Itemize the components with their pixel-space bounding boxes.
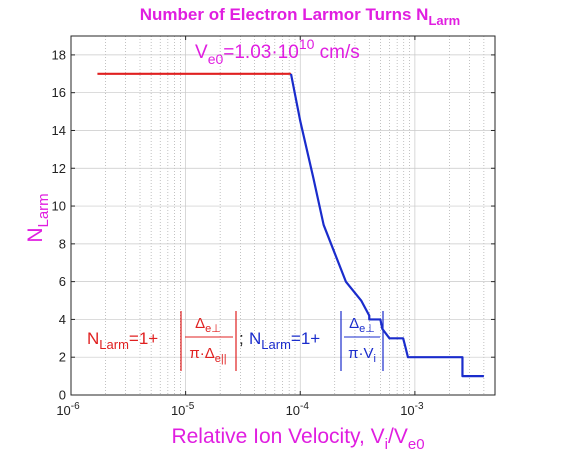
x-tick-label-base: 10	[400, 403, 414, 418]
formula-red-nsub: Larm	[99, 337, 129, 352]
y-tick-label: 10	[52, 199, 66, 214]
axis-ticks	[70, 36, 495, 396]
formula-red-denominator: π·Δe||	[189, 345, 226, 365]
x-tick-label-base: 10	[56, 403, 70, 418]
x-tick-label-exponent: -4	[300, 401, 309, 412]
chart-title-main: Number of Electron Larmor Turns N	[140, 5, 429, 24]
x-tick-label: 10-4	[286, 401, 310, 418]
velocity-sub: e0	[208, 51, 224, 67]
formula-red-den-sub: e||	[215, 353, 227, 365]
velocity-eq: =1.03·10	[223, 42, 299, 63]
y-tick-label: 4	[59, 312, 66, 327]
x-tick-label-base: 10	[286, 403, 300, 418]
x-tick-label: 10-5	[171, 401, 195, 418]
x-tick-label: 10-6	[56, 401, 80, 418]
formula-separator: ;	[239, 329, 244, 348]
y-tick-label: 18	[52, 47, 66, 62]
formula-red-eq: =1+	[129, 329, 158, 348]
x-tick-label-base: 10	[171, 403, 185, 418]
formula-blue-denominator: π·Vi	[348, 345, 376, 365]
velocity-base: V	[195, 42, 208, 63]
x-axis-label: Relative Ion Velocity, Vi/Ve0	[171, 425, 424, 453]
y-tick-label: 2	[59, 350, 66, 365]
formula-red-numerator: Δe⊥	[195, 315, 221, 335]
x-tick-label-exponent: -6	[71, 401, 80, 412]
series-line-2	[289, 73, 484, 378]
y-axis-label-main: N	[24, 228, 47, 243]
y-tick-label: 8	[59, 236, 66, 251]
x-tick-label-exponent: -5	[185, 401, 194, 412]
velocity-annotation: Ve0=1.03·1010 cm/s	[195, 36, 360, 67]
x-axis-label-mid: /V	[388, 425, 408, 448]
formula-blue-numerator: Δe⊥	[349, 315, 375, 335]
formula-blue-den-sub: i	[373, 353, 375, 365]
y-tick-label: 14	[52, 123, 66, 138]
chart-title-sub: Larm	[428, 13, 460, 28]
formula-red-lhs: NLarm=1+	[87, 329, 158, 352]
velocity-exp: 10	[299, 36, 315, 52]
formula-red: NLarm=1+ Δe⊥ π·Δe||	[87, 311, 237, 371]
chart-title: Number of Electron Larmor Turns NLarm	[140, 5, 461, 28]
y-tick-label: 16	[52, 85, 66, 100]
y-tick-label: 12	[52, 161, 66, 176]
formula-blue-den: π·V	[348, 345, 373, 362]
formula-blue-nsub: Larm	[261, 337, 291, 352]
formula-red-num: Δ	[195, 315, 205, 332]
x-tick-label: 10-3	[400, 401, 424, 418]
velocity-unit: cm/s	[314, 42, 359, 63]
grid-major	[71, 36, 495, 395]
formula-blue-num: Δ	[349, 315, 359, 332]
formula-red-den: π·Δ	[189, 345, 214, 362]
plot-background	[71, 36, 495, 395]
y-tick-label: 0	[59, 388, 66, 403]
plot-frame	[70, 35, 496, 396]
y-tick-label: 6	[59, 274, 66, 289]
formula-blue-lhs: NLarm=1+	[249, 329, 320, 352]
y-axis-label: NLarm	[24, 193, 52, 242]
formula-blue-num-sub: e⊥	[359, 323, 375, 335]
formula-red-num-sub: e⊥	[205, 323, 221, 335]
y-axis-label-sub: Larm	[35, 193, 52, 227]
formula-blue: NLarm=1+ Δe⊥ π·Vi	[249, 311, 384, 371]
x-axis-label-sub2: e0	[408, 436, 425, 453]
formula-blue-n: N	[249, 329, 261, 348]
plot-area	[70, 35, 496, 396]
x-tick-label-exponent: -3	[415, 401, 424, 412]
x-tick-labels: 10-6 10-5 10-4 10-3	[56, 401, 424, 418]
x-axis-label-main: Relative Ion Velocity, V	[171, 425, 384, 448]
y-tick-labels: 0 2 4 6 8 10 12 14 16 18	[52, 47, 66, 402]
formula-red-n: N	[87, 329, 99, 348]
series-layer	[97, 72, 484, 378]
formula-blue-eq: =1+	[291, 329, 320, 348]
x-axis-label-sub1: i	[385, 436, 388, 453]
